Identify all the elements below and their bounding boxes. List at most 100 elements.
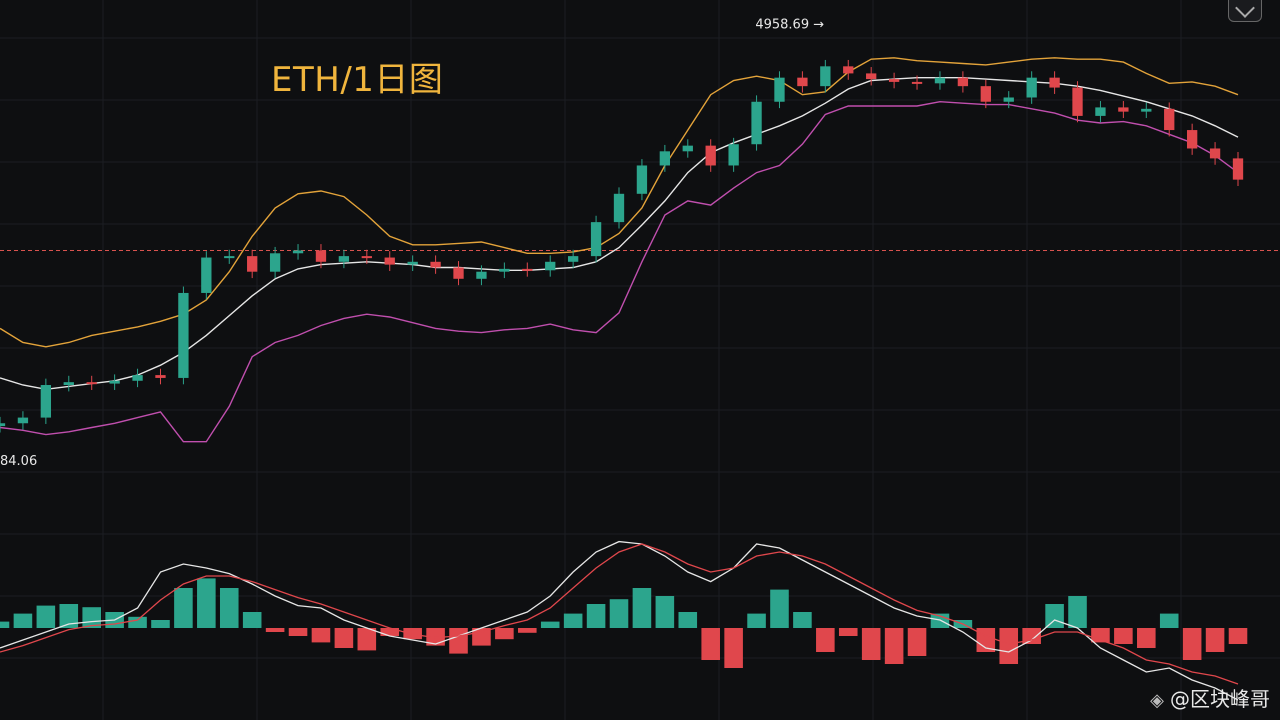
macd-bar-40 [907, 628, 927, 656]
macd-bar-34 [770, 589, 789, 628]
candle-body-40 [911, 81, 923, 84]
macd-bar-44 [999, 628, 1019, 664]
macd-bar-46 [1045, 604, 1064, 628]
macd-bar-3 [59, 604, 79, 628]
chart-title: ETH/1日图 [271, 60, 444, 100]
macd-bar-53 [1205, 628, 1225, 652]
macd-bar-20 [449, 628, 468, 654]
candle-body-12 [269, 253, 281, 272]
macd-bar-8 [174, 588, 193, 628]
macd-bar-4 [82, 607, 101, 628]
macd-bar-18 [403, 628, 422, 640]
watermark-text: @区块峰哥 [1170, 687, 1270, 711]
candle-body-45 [1026, 77, 1037, 98]
candle-body-50 [1141, 108, 1152, 112]
candle-body-30 [682, 145, 693, 152]
candle-body-1 [17, 417, 29, 424]
macd-bar-51 [1159, 613, 1179, 628]
macd-bar-2 [36, 605, 56, 628]
candle-body-16 [361, 256, 372, 259]
candle-body-39 [888, 79, 900, 82]
macd-bar-13 [288, 628, 308, 636]
macd-bar-32 [724, 628, 743, 668]
candle-body-17 [384, 257, 395, 265]
macd-bar-15 [334, 628, 354, 648]
candle-body-0 [0, 423, 6, 427]
candle-body-21 [476, 271, 487, 279]
candle-body-46 [1049, 77, 1060, 88]
candle-body-2 [40, 385, 52, 418]
candle-body-48 [1095, 107, 1106, 116]
macd-bar-0 [0, 621, 10, 628]
macd-bar-29 [655, 596, 675, 628]
macd-bar-31 [701, 628, 720, 660]
macd-bar-39 [884, 628, 904, 664]
macd-bar-26 [586, 604, 606, 628]
candle-body-9 [201, 257, 212, 293]
macd-bar-19 [426, 628, 445, 646]
macd-bar-10 [219, 588, 239, 628]
candle-body-53 [1209, 148, 1221, 159]
macd-bar-12 [265, 628, 285, 632]
macd-bar-14 [311, 628, 331, 643]
candle-body-10 [224, 256, 235, 259]
candle-body-34 [774, 77, 785, 102]
candle-body-26 [590, 222, 602, 257]
candle-body-43 [980, 86, 991, 102]
candle-body-41 [934, 77, 946, 84]
macd-bar-35 [793, 612, 812, 628]
candle-body-35 [797, 77, 808, 87]
candle-body-36 [820, 66, 831, 87]
candle-body-29 [659, 151, 671, 166]
watermark: ◈ @区块峰哥 [1150, 683, 1270, 712]
candle-body-19 [430, 261, 441, 268]
macd-bar-9 [197, 578, 216, 628]
macd-bar-23 [518, 628, 537, 633]
macd-bar-16 [357, 628, 377, 651]
macd-bar-49 [1114, 628, 1133, 644]
candle-body-6 [132, 375, 143, 381]
macd-bar-11 [242, 612, 262, 628]
candle-body-49 [1118, 107, 1129, 112]
candle-body-38 [866, 73, 877, 80]
macd-bar-22 [495, 628, 514, 640]
candle-body-8 [178, 292, 189, 378]
candle-body-32 [728, 144, 739, 166]
dea-line [0, 543, 1239, 685]
candle-body-22 [499, 268, 510, 272]
candle-body-15 [338, 256, 350, 262]
candle-body-20 [453, 267, 464, 279]
boll-upper-line [0, 57, 1239, 348]
candle-body-44 [1003, 97, 1014, 102]
macd-bar-1 [13, 613, 33, 628]
macd-bar-36 [816, 628, 835, 652]
candle-body-18 [407, 261, 418, 265]
candle-body-47 [1072, 87, 1083, 116]
macd-bar-25 [563, 613, 583, 628]
candle-body-54 [1232, 158, 1244, 180]
macd-bar-33 [747, 613, 766, 628]
candle-body-7 [155, 375, 166, 378]
binance-logo-icon: ◈ [1150, 690, 1164, 711]
candle-body-24 [545, 261, 556, 271]
macd-bar-27 [609, 599, 629, 628]
macd-bar-52 [1182, 628, 1202, 660]
candle-body-4 [86, 382, 97, 385]
candle-body-23 [522, 268, 533, 271]
high-price-label: 4958.69 → [755, 17, 824, 32]
macd-bar-54 [1228, 628, 1248, 644]
candle-body-31 [705, 145, 716, 166]
candle-body-5 [109, 380, 120, 384]
candle-body-3 [63, 382, 74, 386]
macd-bar-28 [632, 588, 652, 628]
macd-bar-24 [540, 621, 560, 628]
macd-bar-45 [1022, 628, 1041, 644]
expand-icon[interactable] [1228, 0, 1262, 22]
macd-bar-38 [861, 628, 881, 660]
candle-body-25 [567, 256, 579, 262]
macd-bar-17 [380, 628, 400, 636]
low-price-label: 84.06 [0, 454, 37, 469]
macd-bar-47 [1068, 596, 1087, 628]
candle-body-13 [292, 250, 304, 254]
